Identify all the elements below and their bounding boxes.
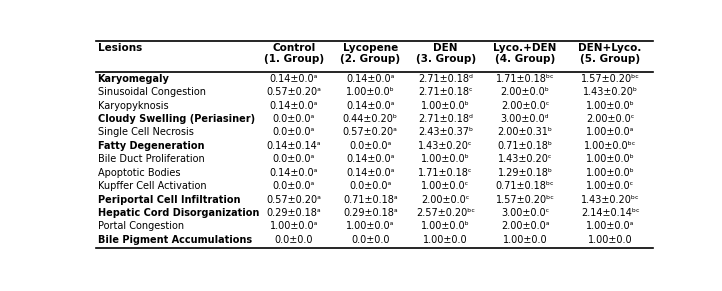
Text: 1.00±0.0ᵇᶜ: 1.00±0.0ᵇᶜ <box>584 141 636 151</box>
Text: 1.43±0.20ᶜ: 1.43±0.20ᶜ <box>418 141 473 151</box>
Text: 1.00±0.0ᵇ: 1.00±0.0ᵇ <box>421 154 470 164</box>
Text: 0.0±0.0ᵃ: 0.0±0.0ᵃ <box>272 114 315 124</box>
Text: Fatty Degeneration: Fatty Degeneration <box>97 141 204 151</box>
Text: 0.0±0.0ᵃ: 0.0±0.0ᵃ <box>272 181 315 191</box>
Text: 1.57±0.20ᵇᶜ: 1.57±0.20ᵇᶜ <box>580 74 640 84</box>
Text: Hepatic Cord Disorganization: Hepatic Cord Disorganization <box>97 208 259 218</box>
Text: 1.00±0.0ᵃ: 1.00±0.0ᵃ <box>346 221 394 232</box>
Text: 0.0±0.0: 0.0±0.0 <box>274 235 313 245</box>
Text: 1.43±0.20ᵇᶜ: 1.43±0.20ᵇᶜ <box>580 195 640 205</box>
Text: 1.00±0.0ᵇ: 1.00±0.0ᵇ <box>346 87 395 97</box>
Text: Control
(1. Group): Control (1. Group) <box>264 43 323 64</box>
Text: 0.71±0.18ᵇ: 0.71±0.18ᵇ <box>497 141 552 151</box>
Text: 2.71±0.18ᵈ: 2.71±0.18ᵈ <box>418 74 473 84</box>
Text: 1.71±0.18ᶜ: 1.71±0.18ᶜ <box>418 168 473 178</box>
Text: 2.71±0.18ᶜ: 2.71±0.18ᶜ <box>418 87 473 97</box>
Text: 1.00±0.0ᵇ: 1.00±0.0ᵇ <box>586 100 635 111</box>
Text: 2.00±0.0ᶜ: 2.00±0.0ᶜ <box>422 195 470 205</box>
Text: Apoptotic Bodies: Apoptotic Bodies <box>97 168 180 178</box>
Text: 0.0±0.0: 0.0±0.0 <box>351 235 390 245</box>
Text: 2.00±0.0ᶜ: 2.00±0.0ᶜ <box>501 100 549 111</box>
Text: 1.00±0.0ᵃ: 1.00±0.0ᵃ <box>586 127 634 137</box>
Text: Bile Duct Proliferation: Bile Duct Proliferation <box>97 154 204 164</box>
Text: 2.00±0.31ᵇ: 2.00±0.31ᵇ <box>497 127 552 137</box>
Text: 0.14±0.0ᵃ: 0.14±0.0ᵃ <box>269 168 318 178</box>
Text: DEN
(3. Group): DEN (3. Group) <box>415 43 476 64</box>
Text: 0.0±0.0ᵃ: 0.0±0.0ᵃ <box>349 181 391 191</box>
Text: 1.43±0.20ᵇ: 1.43±0.20ᵇ <box>583 87 638 97</box>
Text: 1.00±0.0ᵇ: 1.00±0.0ᵇ <box>421 100 470 111</box>
Text: 2.71±0.18ᵈ: 2.71±0.18ᵈ <box>418 114 473 124</box>
Text: Kupffer Cell Activation: Kupffer Cell Activation <box>97 181 206 191</box>
Text: 2.00±0.0ᵃ: 2.00±0.0ᵃ <box>501 221 549 232</box>
Text: 1.71±0.18ᵇᶜ: 1.71±0.18ᵇᶜ <box>496 74 554 84</box>
Text: DEN+Lyco.
(5. Group): DEN+Lyco. (5. Group) <box>578 43 642 64</box>
Text: Karyopyknosis: Karyopyknosis <box>97 100 168 111</box>
Text: 2.43±0.37ᵇ: 2.43±0.37ᵇ <box>418 127 473 137</box>
Text: 0.14±0.0ᵃ: 0.14±0.0ᵃ <box>346 168 394 178</box>
Text: 1.00±0.0ᵇ: 1.00±0.0ᵇ <box>421 221 470 232</box>
Text: 0.14±0.0ᵃ: 0.14±0.0ᵃ <box>269 100 318 111</box>
Text: 2.00±0.0ᵇ: 2.00±0.0ᵇ <box>500 87 549 97</box>
Text: 1.57±0.20ᵇᶜ: 1.57±0.20ᵇᶜ <box>495 195 554 205</box>
Text: 2.00±0.0ᶜ: 2.00±0.0ᶜ <box>586 114 634 124</box>
Text: 1.00±0.0ᵇ: 1.00±0.0ᵇ <box>586 168 635 178</box>
Text: 0.0±0.0ᵃ: 0.0±0.0ᵃ <box>272 127 315 137</box>
Text: 3.00±0.0ᶜ: 3.00±0.0ᶜ <box>501 208 549 218</box>
Text: 1.00±0.0: 1.00±0.0 <box>423 235 468 245</box>
Text: 2.57±0.20ᵇᶜ: 2.57±0.20ᵇᶜ <box>416 208 475 218</box>
Text: 1.43±0.20ᶜ: 1.43±0.20ᶜ <box>497 154 552 164</box>
Text: 1.29±0.18ᵇ: 1.29±0.18ᵇ <box>497 168 552 178</box>
Text: 1.00±0.0ᶜ: 1.00±0.0ᶜ <box>422 181 470 191</box>
Text: Single Cell Necrosis: Single Cell Necrosis <box>97 127 193 137</box>
Text: Periportal Cell Infiltration: Periportal Cell Infiltration <box>97 195 240 205</box>
Text: 0.29±0.18ᵃ: 0.29±0.18ᵃ <box>343 208 398 218</box>
Text: 3.00±0.0ᵈ: 3.00±0.0ᵈ <box>501 114 549 124</box>
Text: Sinusoidal Congestion: Sinusoidal Congestion <box>97 87 206 97</box>
Text: 0.71±0.18ᵇᶜ: 0.71±0.18ᵇᶜ <box>496 181 554 191</box>
Text: 0.14±0.0ᵃ: 0.14±0.0ᵃ <box>346 154 394 164</box>
Text: 2.14±0.14ᵇᶜ: 2.14±0.14ᵇᶜ <box>580 208 640 218</box>
Text: 1.00±0.0ᵇ: 1.00±0.0ᵇ <box>586 154 635 164</box>
Text: Lyco.+DEN
(4. Group): Lyco.+DEN (4. Group) <box>493 43 557 64</box>
Text: 0.29±0.18ᵃ: 0.29±0.18ᵃ <box>266 208 321 218</box>
Text: 0.57±0.20ᵃ: 0.57±0.20ᵃ <box>266 195 321 205</box>
Text: 0.14±0.0ᵃ: 0.14±0.0ᵃ <box>269 74 318 84</box>
Text: 0.14±0.14ᵃ: 0.14±0.14ᵃ <box>266 141 321 151</box>
Text: 0.57±0.20ᵃ: 0.57±0.20ᵃ <box>266 87 321 97</box>
Text: Bile Pigment Accumulations: Bile Pigment Accumulations <box>97 235 252 245</box>
Text: 0.0±0.0ᵃ: 0.0±0.0ᵃ <box>272 154 315 164</box>
Text: 0.57±0.20ᵃ: 0.57±0.20ᵃ <box>343 127 398 137</box>
Text: 1.00±0.0ᶜ: 1.00±0.0ᶜ <box>586 181 634 191</box>
Text: 0.44±0.20ᵇ: 0.44±0.20ᵇ <box>343 114 398 124</box>
Text: 0.71±0.18ᵃ: 0.71±0.18ᵃ <box>343 195 398 205</box>
Text: Lycopene
(2. Group): Lycopene (2. Group) <box>340 43 401 64</box>
Text: Karyomegaly: Karyomegaly <box>97 74 170 84</box>
Text: 1.00±0.0ᵃ: 1.00±0.0ᵃ <box>269 221 318 232</box>
Text: 0.14±0.0ᵃ: 0.14±0.0ᵃ <box>346 74 394 84</box>
Text: Lesions: Lesions <box>97 43 142 53</box>
Text: Cloudy Swelling (Periasiner): Cloudy Swelling (Periasiner) <box>97 114 255 124</box>
Text: 0.14±0.0ᵃ: 0.14±0.0ᵃ <box>346 100 394 111</box>
Text: 0.0±0.0ᵃ: 0.0±0.0ᵃ <box>349 141 391 151</box>
Text: Portal Congestion: Portal Congestion <box>97 221 183 232</box>
Text: 1.00±0.0: 1.00±0.0 <box>588 235 632 245</box>
Text: 1.00±0.0: 1.00±0.0 <box>503 235 547 245</box>
Text: 1.00±0.0ᵃ: 1.00±0.0ᵃ <box>586 221 634 232</box>
